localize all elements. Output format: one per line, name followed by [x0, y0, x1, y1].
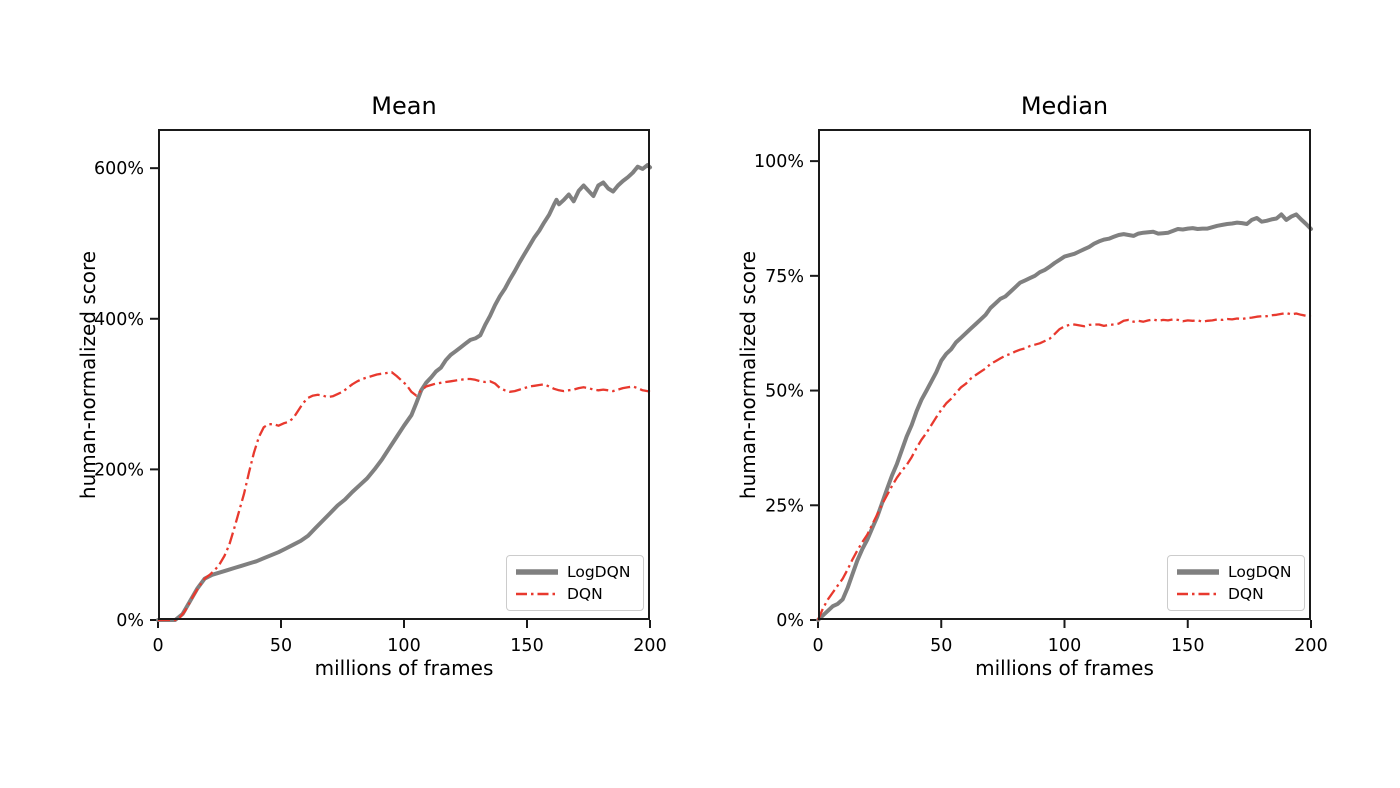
y-tick-label: 400% — [94, 310, 144, 330]
y-axis-label: human-normalized score — [736, 250, 760, 499]
dqn-line — [816, 311, 1312, 621]
y-tick-label: 75% — [765, 267, 804, 287]
y-tick-label: 25% — [765, 496, 804, 516]
chart-title: Mean — [371, 92, 437, 120]
legend-item-logdqn: LogDQN — [1177, 562, 1296, 583]
x-tick-label: 150 — [1171, 636, 1204, 656]
x-tick-label: 0 — [812, 636, 823, 656]
y-axis-label: human-normalized score — [76, 250, 100, 499]
logdqn-swatch-line — [1177, 569, 1219, 575]
y-tick-label: 0% — [776, 611, 804, 631]
legend-label-dqn: DQN — [1228, 584, 1264, 603]
x-axis-label: millions of frames — [314, 656, 494, 680]
dqn-swatch-line — [1177, 592, 1219, 596]
legend: LogDQN DQN — [506, 555, 644, 611]
y-tick-label: 100% — [754, 152, 804, 172]
legend-item-logdqn: LogDQN — [516, 562, 635, 583]
median-chart: Median human-normalized score 0 50 100 150 2… — [736, 92, 1328, 680]
x-tick-label: 100 — [387, 636, 420, 656]
logdqn-line — [156, 163, 652, 622]
logdqn-line — [816, 212, 1313, 622]
dqn-swatch-line — [516, 592, 558, 596]
y-tick-label: 600% — [94, 159, 144, 179]
plot-frame — [158, 129, 650, 620]
legend-item-dqn: DQN — [516, 584, 635, 605]
dqn-line — [158, 371, 651, 622]
chart-title: Median — [1020, 92, 1109, 120]
dqn-line-swatch — [516, 589, 558, 599]
x-tick-label: 150 — [510, 636, 543, 656]
legend-label-logdqn: LogDQN — [567, 562, 631, 581]
x-tick-label: 50 — [270, 636, 292, 656]
x-tick-label: 200 — [633, 636, 666, 656]
legend: LogDQN DQN — [1167, 555, 1305, 611]
x-tick-label: 200 — [1294, 636, 1327, 656]
x-tick-label: 0 — [152, 636, 163, 656]
plot-frame — [818, 129, 1311, 620]
x-tick-label: 100 — [1048, 636, 1081, 656]
y-tick-label: 50% — [765, 382, 804, 402]
mean-chart: Mean human-normalized score 0 50 100 150 200… — [76, 92, 667, 680]
legend-item-dqn: DQN — [1177, 584, 1296, 605]
y-tick-label: 0% — [116, 611, 144, 631]
x-tick-label: 50 — [930, 636, 952, 656]
median-plot-area: 0 50 100 150 200 0% 25% 50% 75% 100% — [754, 129, 1328, 656]
y-tick-label: 200% — [94, 460, 144, 480]
logdqn-line-swatch — [516, 567, 558, 577]
legend-label-dqn: DQN — [567, 584, 603, 603]
logdqn-line-swatch — [1177, 567, 1219, 577]
legend-label-logdqn: LogDQN — [1228, 562, 1292, 581]
dqn-line-swatch — [1177, 589, 1219, 599]
x-axis-label: millions of frames — [975, 656, 1154, 680]
logdqn-swatch-line — [516, 569, 558, 575]
mean-plot-area: 0 50 100 150 200 0% 200% 400% 600% — [94, 129, 667, 656]
